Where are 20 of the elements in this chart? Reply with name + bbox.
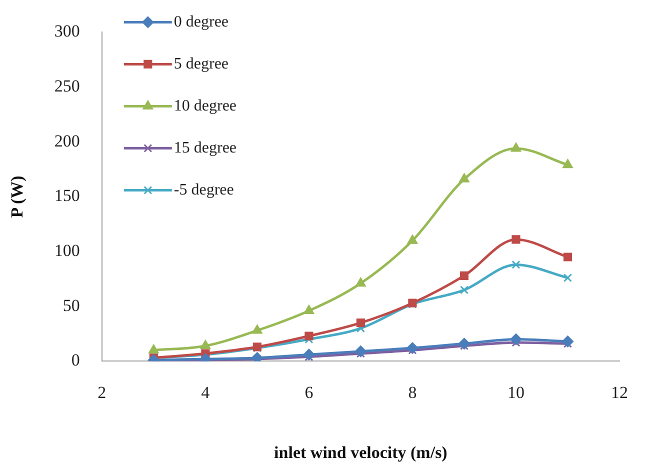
x-tick-label: 4 (201, 382, 210, 402)
y-tick-label: 100 (54, 241, 80, 260)
y-tick-label: 150 (54, 186, 80, 206)
x-tick-label: 10 (507, 382, 524, 402)
legend-label: -5 degree (174, 181, 234, 198)
x-tick-label: 6 (304, 382, 314, 402)
y-tick-label: 0 (71, 350, 80, 370)
legend-label: 15 degree (174, 139, 237, 156)
y-tick-label: 200 (54, 131, 80, 150)
legend-label: 5 degree (174, 55, 229, 72)
legend-label: 10 degree (174, 97, 237, 114)
y-tick-label: 300 (54, 22, 80, 41)
x-tick-label: 8 (408, 382, 417, 402)
x-tick-label: 12 (611, 382, 628, 402)
y-axis-title: P (W) (8, 176, 27, 218)
y-tick-label: 250 (54, 76, 80, 96)
x-axis-title: inlet wind velocity (m/s) (274, 443, 448, 462)
y-tick-label: 50 (62, 296, 80, 315)
legend-label: 0 degree (174, 13, 229, 30)
x-tick-label: 2 (98, 382, 106, 402)
